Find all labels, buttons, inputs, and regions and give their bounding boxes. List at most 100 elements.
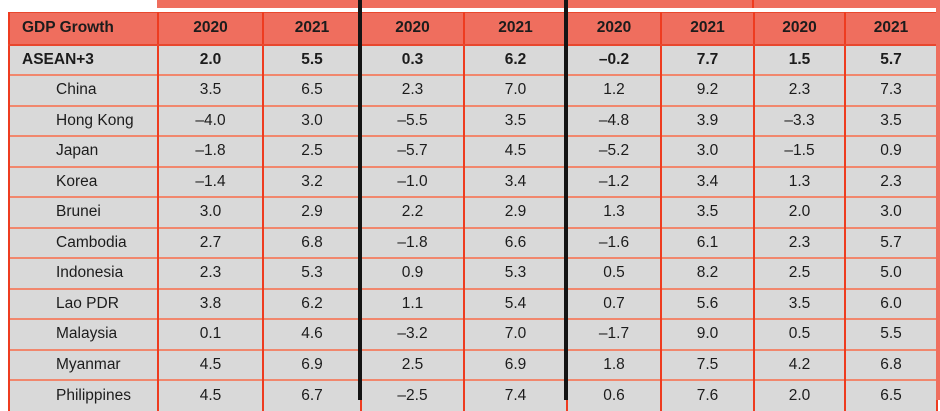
value-cell: 7.0 (463, 74, 568, 106)
value-cell: 6.8 (262, 226, 362, 258)
value-cell: 5.5 (844, 318, 938, 350)
value-cell: 0.7 (566, 287, 662, 319)
row-label: Cambodia (8, 226, 159, 258)
year-column-header: 2020 (360, 12, 465, 46)
row-label: China (8, 74, 159, 106)
value-cell: 0.9 (360, 257, 465, 289)
value-cell: 5.7 (844, 226, 938, 258)
value-cell: 3.5 (660, 196, 755, 228)
value-cell: 1.8 (566, 348, 662, 380)
value-cell: 3.0 (157, 196, 264, 228)
table-header-row: GDP Growth 2020 2021 2020 2021 2020 2021 2020 2… (8, 12, 938, 46)
value-cell: 1.1 (360, 287, 465, 319)
table-body: ASEAN+3 2.0 5.5 0.3 6.2 –0.2 7.7 1.5 5.7 China 3.5… (8, 43, 938, 411)
value-cell: –3.2 (360, 318, 465, 350)
table-row: Indonesia 2.3 5.3 0.9 5.3 0.5 8.2 2.5 5.0 (8, 257, 938, 289)
value-cell: 7.7 (660, 43, 755, 75)
group-divider-left (358, 0, 362, 400)
year-column-header: 2021 (844, 12, 938, 46)
value-cell: –1.8 (360, 226, 465, 258)
value-cell: 0.9 (844, 135, 938, 167)
value-cell: –4.8 (566, 104, 662, 136)
gdp-growth-header: GDP Growth (8, 12, 159, 46)
year-column-header: 2020 (753, 12, 846, 46)
value-cell: 7.5 (660, 348, 755, 380)
value-cell: –1.2 (566, 165, 662, 197)
value-cell: 5.5 (262, 43, 362, 75)
value-cell: 0.1 (157, 318, 264, 350)
right-edge-strip (936, 0, 940, 400)
value-cell: 5.3 (262, 257, 362, 289)
value-cell: 6.1 (660, 226, 755, 258)
value-cell: 5.0 (844, 257, 938, 289)
value-cell: 3.2 (262, 165, 362, 197)
value-cell: –5.2 (566, 135, 662, 167)
table-row: Brunei 3.0 2.9 2.2 2.9 1.3 3.5 2.0 3.0 (8, 196, 938, 228)
value-cell: 6.0 (844, 287, 938, 319)
value-cell: 6.9 (262, 348, 362, 380)
value-cell: 2.2 (360, 196, 465, 228)
table-row: Hong Kong –4.0 3.0 –5.5 3.5 –4.8 3.9 –3.3 3.5 (8, 104, 938, 136)
value-cell: –1.6 (566, 226, 662, 258)
value-cell: 3.5 (753, 287, 846, 319)
value-cell: 2.3 (844, 165, 938, 197)
year-column-header: 2021 (262, 12, 362, 46)
value-cell: –3.3 (753, 104, 846, 136)
value-cell: 7.3 (844, 74, 938, 106)
value-cell: 4.6 (262, 318, 362, 350)
row-label: Korea (8, 165, 159, 197)
value-cell: 2.5 (360, 348, 465, 380)
value-cell: –5.5 (360, 104, 465, 136)
value-cell: 5.3 (463, 257, 568, 289)
value-cell: 2.9 (463, 196, 568, 228)
value-cell: 3.5 (844, 104, 938, 136)
value-cell: 2.3 (360, 74, 465, 106)
value-cell: 2.3 (753, 74, 846, 106)
value-cell: –1.8 (157, 135, 264, 167)
value-cell: 7.6 (660, 379, 755, 411)
value-cell: 9.2 (660, 74, 755, 106)
value-cell: 3.8 (157, 287, 264, 319)
value-cell: 6.6 (463, 226, 568, 258)
row-label: Lao PDR (8, 287, 159, 319)
value-cell: 3.5 (463, 104, 568, 136)
value-cell: 5.7 (844, 43, 938, 75)
value-cell: 1.3 (566, 196, 662, 228)
value-cell: 6.5 (844, 379, 938, 411)
table-row: Malaysia 0.1 4.6 –3.2 7.0 –1.7 9.0 0.5 5.5 (8, 318, 938, 350)
year-column-header: 2020 (566, 12, 662, 46)
value-cell: 2.3 (753, 226, 846, 258)
value-cell: –0.2 (566, 43, 662, 75)
table-row: Japan –1.8 2.5 –5.7 4.5 –5.2 3.0 –1.5 0.9 (8, 135, 938, 167)
value-cell: 6.7 (262, 379, 362, 411)
value-cell: 5.6 (660, 287, 755, 319)
value-cell: –1.5 (753, 135, 846, 167)
value-cell: 7.0 (463, 318, 568, 350)
value-cell: 6.5 (262, 74, 362, 106)
year-column-header: 2020 (157, 12, 264, 46)
value-cell: 1.3 (753, 165, 846, 197)
value-cell: –5.7 (360, 135, 465, 167)
table-row: Myanmar 4.5 6.9 2.5 6.9 1.8 7.5 4.2 6.8 (8, 348, 938, 380)
value-cell: –1.4 (157, 165, 264, 197)
value-cell: 2.7 (157, 226, 264, 258)
value-cell: –2.5 (360, 379, 465, 411)
value-cell: 1.5 (753, 43, 846, 75)
value-cell: 2.5 (753, 257, 846, 289)
value-cell: 7.4 (463, 379, 568, 411)
value-cell: 3.0 (844, 196, 938, 228)
value-cell: 3.0 (660, 135, 755, 167)
scenario-banner-strip (157, 0, 940, 8)
value-cell: 1.2 (566, 74, 662, 106)
value-cell: 9.0 (660, 318, 755, 350)
table-row: Cambodia 2.7 6.8 –1.8 6.6 –1.6 6.1 2.3 5.7 (8, 226, 938, 258)
value-cell: 6.2 (262, 287, 362, 319)
row-label: Japan (8, 135, 159, 167)
table-row: ASEAN+3 2.0 5.5 0.3 6.2 –0.2 7.7 1.5 5.7 (8, 43, 938, 75)
value-cell: 4.2 (753, 348, 846, 380)
year-column-header: 2021 (660, 12, 755, 46)
value-cell: 3.4 (463, 165, 568, 197)
gdp-growth-table: GDP Growth 2020 2021 2020 2021 2020 2021 2020 2… (8, 12, 938, 411)
row-label: ASEAN+3 (8, 43, 159, 75)
value-cell: 0.5 (566, 257, 662, 289)
